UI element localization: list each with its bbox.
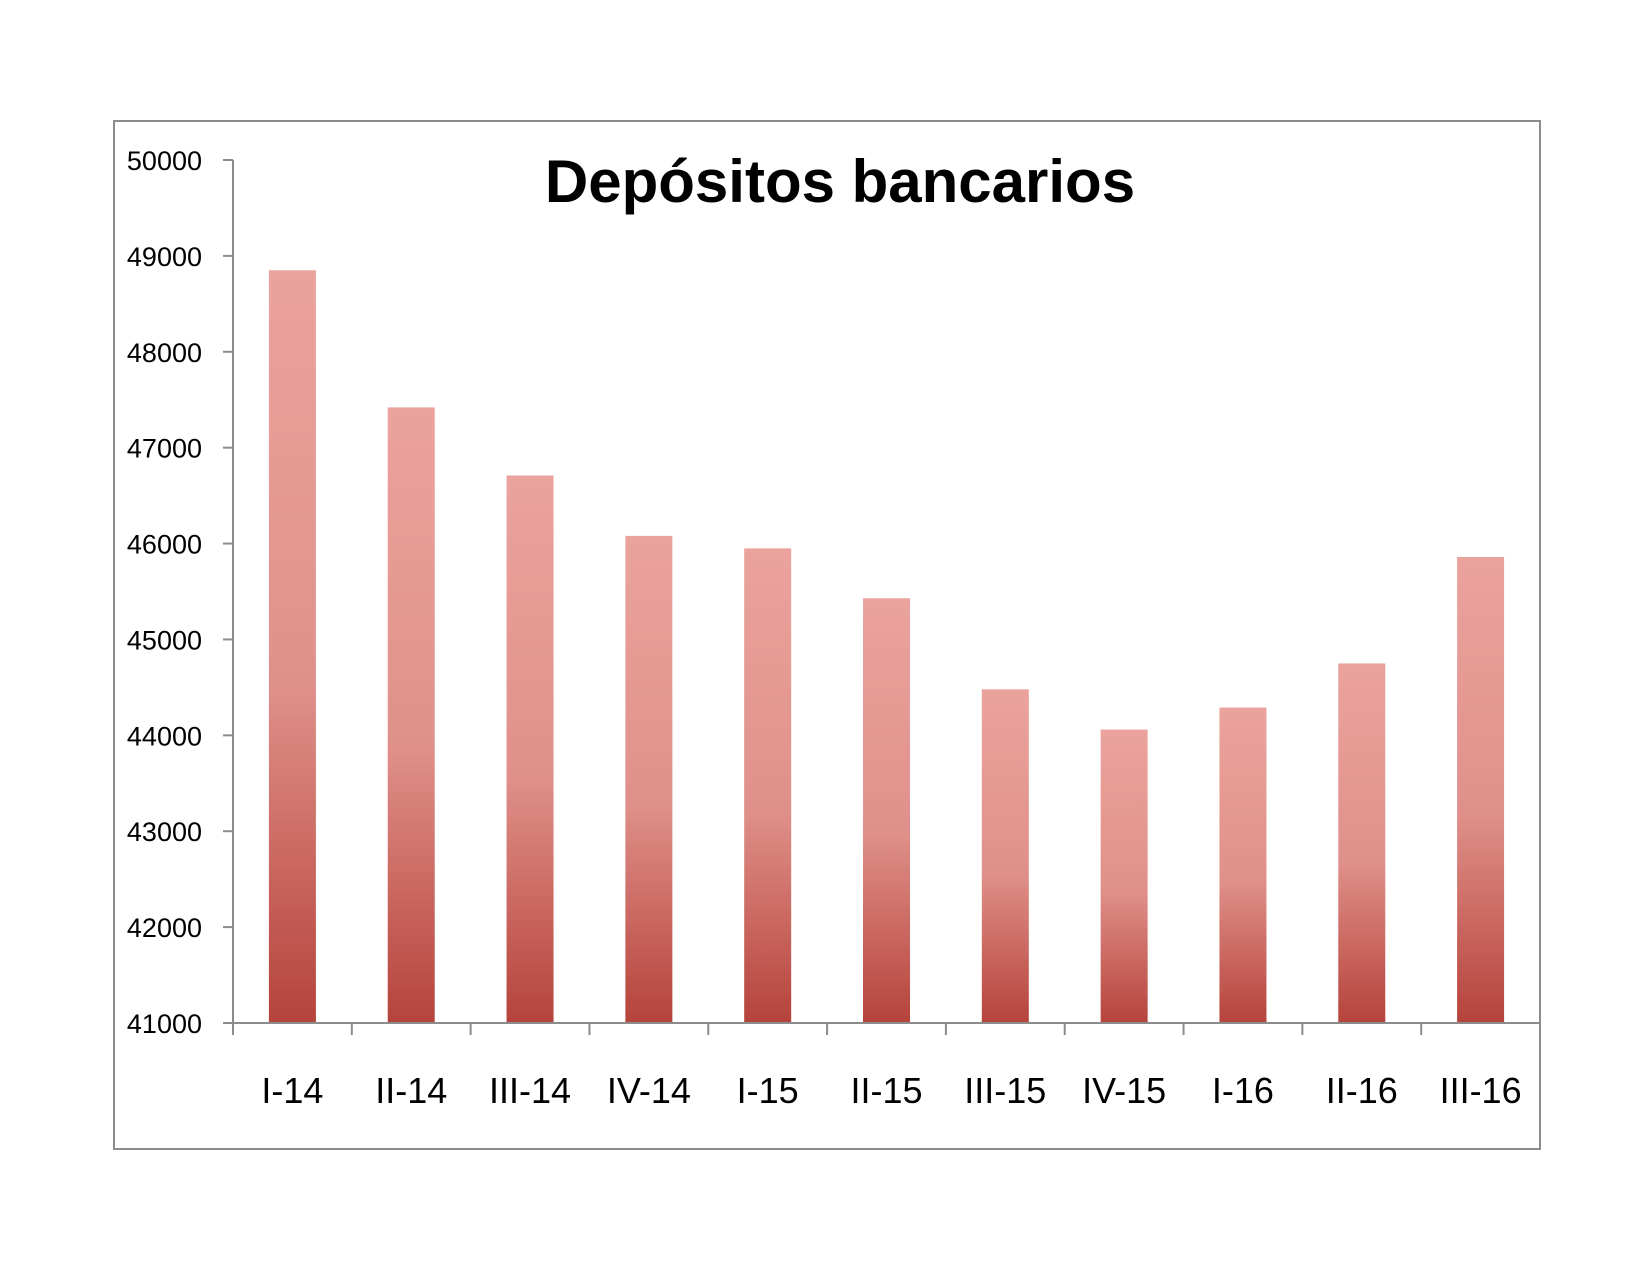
y-tick-label: 42000	[127, 913, 202, 943]
x-tick-label: I-15	[737, 1070, 799, 1111]
x-axis-ticks: I-14 II-14 III-14 IV-14 I-15 II-15 III-15 IV-15…	[232, 1023, 1541, 1111]
x-tick-label: IV-15	[1082, 1070, 1166, 1111]
y-tick-label: 43000	[127, 817, 202, 847]
y-tick-label: 49000	[127, 242, 202, 272]
y-tick-label: 48000	[127, 338, 202, 368]
y-tick-label: 50000	[127, 146, 202, 176]
bar-II-16	[1338, 663, 1386, 1023]
y-tick-label: 44000	[127, 721, 202, 751]
bar-III-15	[981, 689, 1029, 1023]
bar-I-15	[744, 548, 792, 1023]
x-tick-label: II-16	[1326, 1070, 1398, 1111]
bar-II-14	[387, 407, 435, 1024]
x-tick-label: I-14	[261, 1070, 323, 1111]
x-tick-label: II-15	[850, 1070, 922, 1111]
chart-title: Depósitos bancarios	[545, 148, 1135, 215]
bar-III-16	[1457, 556, 1505, 1023]
y-tick-label: 41000	[127, 1009, 202, 1039]
bar-IV-15	[1100, 729, 1148, 1023]
x-tick-label: I-16	[1212, 1070, 1274, 1111]
x-tick-label: III-15	[964, 1070, 1046, 1111]
x-tick-label: IV-14	[607, 1070, 691, 1111]
bar-I-16	[1219, 707, 1267, 1023]
bars-group	[268, 270, 1505, 1024]
y-tick-label: 47000	[127, 434, 202, 464]
bar-III-14	[506, 475, 554, 1023]
y-axis-ticks: 41000 42000 43000 44000 45000 46000 47000 48000…	[127, 146, 233, 1039]
x-tick-label: III-16	[1440, 1070, 1522, 1111]
bar-II-15	[863, 598, 910, 1023]
y-tick-label: 46000	[127, 530, 202, 560]
chart-frame	[113, 120, 1541, 1150]
x-tick-label: III-14	[489, 1070, 571, 1111]
bar-I-14	[268, 270, 316, 1023]
x-tick-label: II-14	[375, 1070, 447, 1111]
axes-group	[232, 160, 1540, 1024]
bar-IV-14	[625, 535, 673, 1023]
y-tick-label: 45000	[127, 625, 202, 655]
